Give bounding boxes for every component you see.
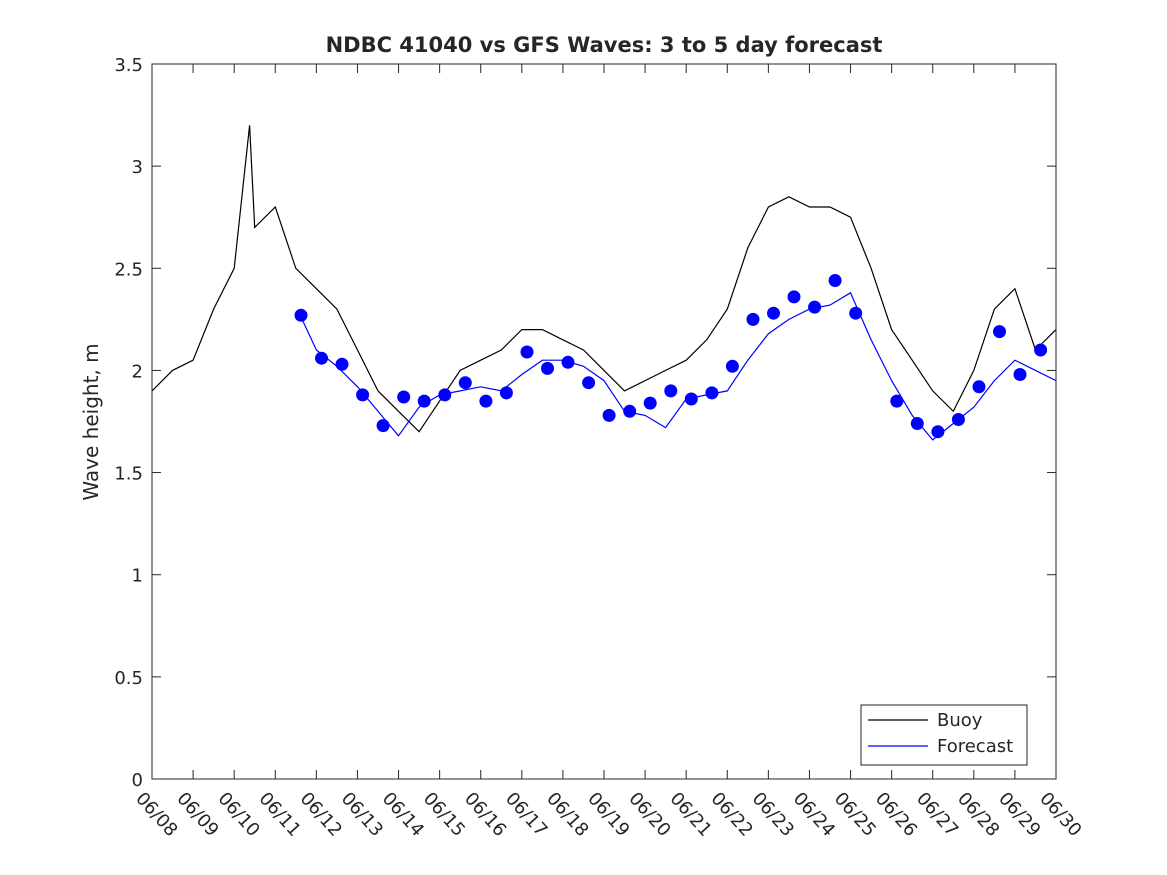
forecast-marker-point-13 [561, 355, 575, 369]
forecast-marker-point-21 [725, 359, 739, 373]
forecast-marker-point-26 [828, 274, 842, 287]
y-tick-label: 2 [132, 361, 143, 382]
forecast-marker-point-35 [1034, 343, 1048, 357]
forecast-marker-point-25 [808, 300, 822, 314]
y-tick-label: 0 [132, 770, 143, 791]
forecast-marker-point-8 [458, 376, 472, 390]
forecast-marker-point-30 [931, 425, 945, 439]
forecast-marker-point-33 [993, 325, 1006, 339]
y-tick-label: 3.5 [114, 55, 143, 76]
forecast-marker-point-27 [849, 306, 863, 320]
forecast-marker-point-4 [376, 419, 390, 433]
y-tick-label: 1 [132, 566, 143, 587]
forecast-marker-point-31 [951, 413, 965, 426]
forecast-marker-point-32 [972, 380, 986, 394]
forecast-marker-point-22 [746, 312, 760, 326]
forecast-marker-point-14 [582, 376, 596, 390]
forecast-marker-point-0 [294, 308, 308, 322]
series-line-buoy [151, 125, 1057, 433]
y-tick-label: 2.5 [114, 259, 143, 280]
forecast-marker-point-10 [499, 386, 513, 400]
legend: Buoy Forecast [860, 704, 1028, 766]
forecast-marker-point-15 [602, 408, 616, 422]
forecast-marker-point-23 [767, 306, 780, 320]
series-layer [151, 125, 1057, 441]
legend-label-forecast: Forecast [937, 736, 1013, 757]
legend-label-buoy: Buoy [937, 710, 983, 731]
plot-area [152, 64, 1056, 779]
forecast-marker-point-1 [315, 351, 328, 365]
forecast-marker-point-16 [623, 404, 637, 418]
forecast-marker-point-12 [541, 361, 554, 375]
forecast-marker-point-34 [1013, 368, 1027, 381]
forecast-marker-point-7 [438, 388, 452, 402]
forecast-marker-point-2 [335, 357, 349, 371]
forecast-marker-point-6 [417, 394, 431, 408]
forecast-marker-point-3 [356, 388, 370, 402]
forecast-marker-point-18 [664, 384, 678, 398]
forecast-marker-point-5 [397, 390, 411, 404]
y-tick-label: 1.5 [114, 464, 143, 485]
y-tick-label: 3 [132, 157, 143, 178]
forecast-marker-point-20 [705, 386, 719, 400]
legend-box [860, 704, 1028, 766]
y-tick-label: 0.5 [114, 668, 143, 689]
y-axis-label: Wave height, m [79, 343, 103, 500]
forecast-marker-point-11 [520, 345, 534, 359]
forecast-marker-point-28 [890, 394, 904, 408]
forecast-marker-point-29 [910, 417, 924, 430]
forecast-marker-point-19 [684, 392, 698, 406]
chart-title: NDBC 41040 vs GFS Waves: 3 to 5 day fore… [326, 33, 883, 57]
forecast-marker-point-24 [787, 290, 801, 304]
forecast-marker-point-17 [643, 396, 657, 410]
forecast-marker-point-9 [479, 394, 493, 408]
